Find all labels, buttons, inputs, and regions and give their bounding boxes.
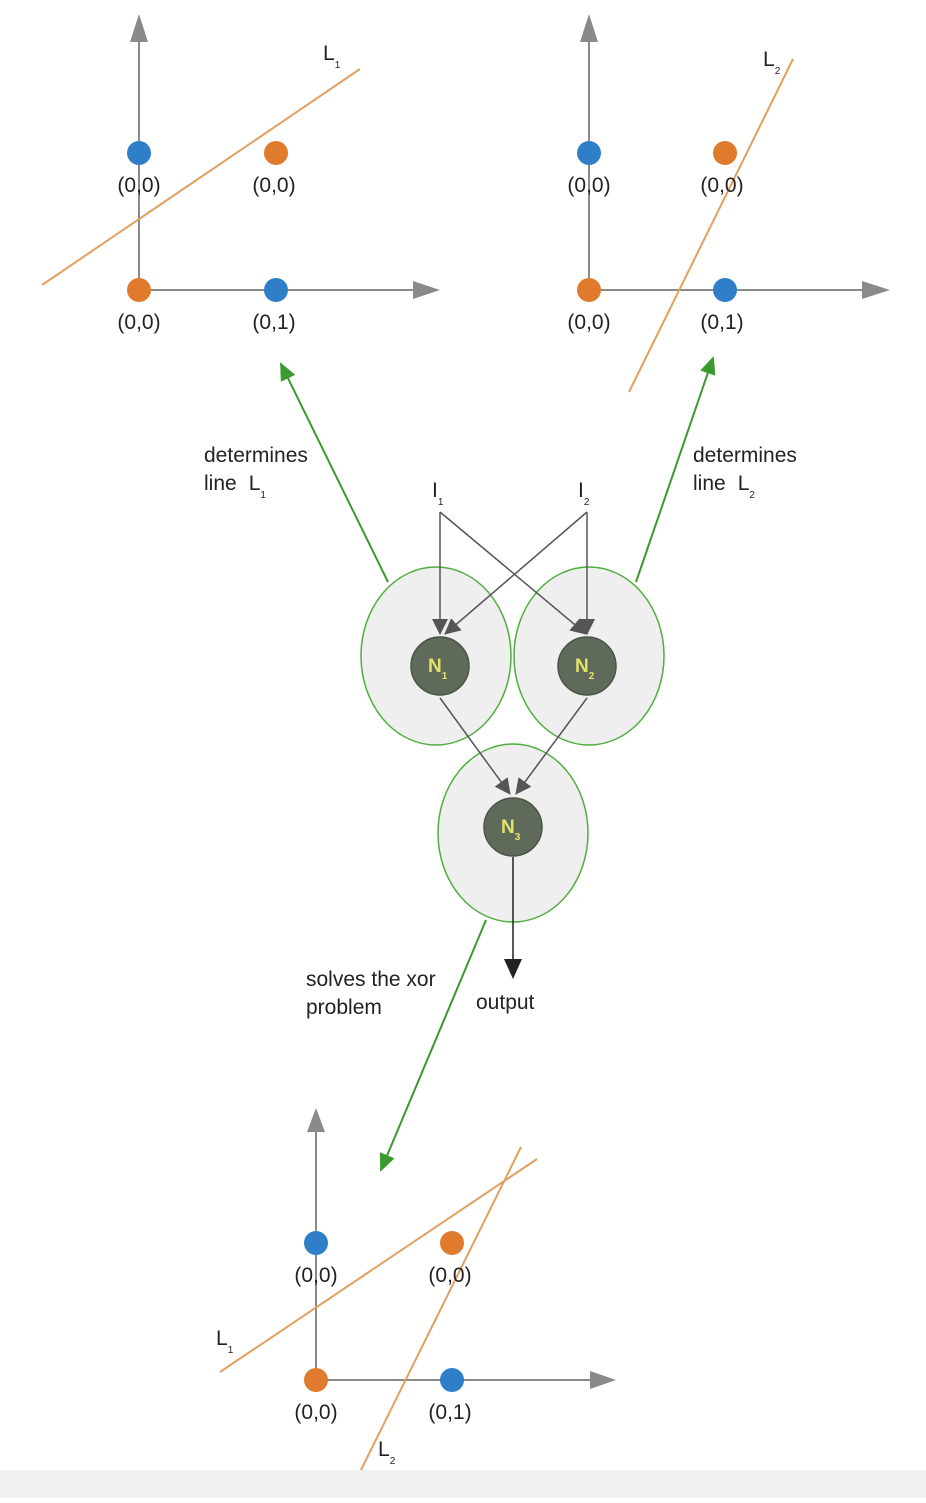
data-point-orange xyxy=(440,1231,464,1255)
data-point-orange xyxy=(713,141,737,165)
plot-bottom: L1 L2 (0,0) (0,0) (0,0) (0,1) xyxy=(216,1108,616,1477)
annotation-line2: line L1 xyxy=(204,472,266,501)
data-point-orange xyxy=(264,141,288,165)
x-axis-arrow-icon xyxy=(413,281,440,299)
annotation-line2: problem xyxy=(306,996,382,1019)
plot-top-right: L2 (0,0) (0,0) (0,0) (0,1) xyxy=(567,14,890,393)
annotation-line2: line L2 xyxy=(693,472,755,501)
point-label: (0,0) xyxy=(428,1264,471,1287)
x-axis-arrow-icon xyxy=(862,281,890,299)
data-point-orange xyxy=(577,278,601,302)
point-label: (0,0) xyxy=(700,174,743,197)
svg-text:N1: N1 xyxy=(428,656,448,682)
point-label: (0,1) xyxy=(252,311,295,334)
decision-line-label: L2 xyxy=(763,48,781,77)
decision-line-l1 xyxy=(41,68,361,286)
input-label-i2: I2 xyxy=(578,479,590,508)
data-point-blue xyxy=(440,1368,464,1392)
point-label: (0,1) xyxy=(428,1401,471,1424)
annotation-line1: determines xyxy=(693,444,797,467)
edge-n1-n3 xyxy=(439,697,511,795)
annotation-left: determines line L1 xyxy=(204,444,308,501)
x-axis-arrow-icon xyxy=(590,1371,616,1389)
neuron-n3: N3 xyxy=(483,797,543,857)
point-label: (0,0) xyxy=(117,311,160,334)
point-label: (0,0) xyxy=(252,174,295,197)
data-point-blue xyxy=(127,141,151,165)
point-label: (0,0) xyxy=(294,1401,337,1424)
decision-line-l2 xyxy=(357,1146,522,1477)
annotation-right: determines line L2 xyxy=(693,444,797,501)
arrow-solves-xor xyxy=(379,919,487,1172)
decision-line-label-l2: L2 xyxy=(378,1438,396,1467)
decision-line-l2 xyxy=(628,58,794,393)
annotation-line1: solves the xor xyxy=(306,968,436,991)
annotation-line1: determines xyxy=(204,444,308,467)
data-point-orange xyxy=(304,1368,328,1392)
plot-top-left: L1 (0,0) (0,0) (0,0) (0,1) xyxy=(41,14,440,334)
neuron-n2: N2 xyxy=(557,636,617,696)
edge-n2-n3 xyxy=(515,697,588,795)
data-point-blue xyxy=(264,278,288,302)
y-axis-arrow-icon xyxy=(580,14,598,42)
neuron-n1: N1 xyxy=(410,636,470,696)
edge-i1-n2 xyxy=(439,511,587,635)
decision-line-label-l1: L1 xyxy=(216,1327,234,1356)
data-point-blue xyxy=(304,1231,328,1255)
data-point-orange xyxy=(127,278,151,302)
point-label: (0,0) xyxy=(567,174,610,197)
decision-line-l1 xyxy=(219,1158,538,1373)
arrow-determines-l1 xyxy=(280,362,389,583)
svg-text:N3: N3 xyxy=(501,817,521,843)
point-label: (0,0) xyxy=(294,1264,337,1287)
point-label: (0,0) xyxy=(567,311,610,334)
point-label: (0,1) xyxy=(700,311,743,334)
input-label-i1: I1 xyxy=(432,479,444,508)
output-label: output xyxy=(476,991,535,1014)
arrow-determines-l2 xyxy=(635,356,716,583)
annotation-bottom: solves the xor problem xyxy=(306,968,436,1019)
edge-i2-n1 xyxy=(444,511,588,635)
y-axis-arrow-icon xyxy=(307,1108,325,1132)
point-label: (0,0) xyxy=(117,174,160,197)
data-point-blue xyxy=(577,141,601,165)
data-point-blue xyxy=(713,278,737,302)
page-bottom-band xyxy=(0,1470,926,1498)
decision-line-label: L1 xyxy=(323,42,341,71)
y-axis-arrow-icon xyxy=(130,14,148,42)
svg-text:N2: N2 xyxy=(575,656,595,682)
